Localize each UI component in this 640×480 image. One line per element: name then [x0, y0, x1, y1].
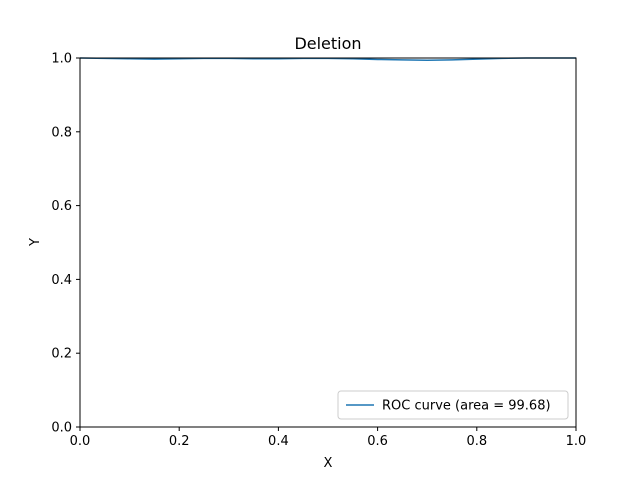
- y-tick-label-1: 0.2: [51, 347, 72, 362]
- legend: ROC curve (area = 99.68): [337, 390, 569, 420]
- y-tick-label-2: 0.4: [51, 273, 72, 288]
- y-tick-label-3: 0.6: [51, 199, 72, 214]
- axes: 0.0 0.2 0.4 0.6 0.8 1.0 0.0 0.2 0.4 0.6 0.8 1.0: [51, 52, 586, 450]
- legend-box: [337, 390, 569, 420]
- y-tick-label-0: 0.0: [51, 421, 72, 436]
- legend-label-0: ROC curve (area = 99.68): [382, 399, 551, 414]
- axes-frame: [79, 57, 577, 428]
- x-tick-label-4: 0.8: [466, 434, 487, 449]
- x-axis-label: X: [324, 456, 333, 471]
- chart-title: Deletion: [294, 34, 361, 53]
- x-tick-label-5: 1.0: [566, 434, 587, 449]
- y-axis-label: Y: [28, 238, 43, 247]
- x-tick-label-1: 0.2: [169, 434, 190, 449]
- x-tick-label-2: 0.4: [268, 434, 289, 449]
- x-tick-label-3: 0.6: [367, 434, 388, 449]
- y-tick-label-4: 0.8: [51, 125, 72, 140]
- y-tick-label-5: 1.0: [51, 52, 72, 67]
- x-tick-label-0: 0.0: [70, 434, 91, 449]
